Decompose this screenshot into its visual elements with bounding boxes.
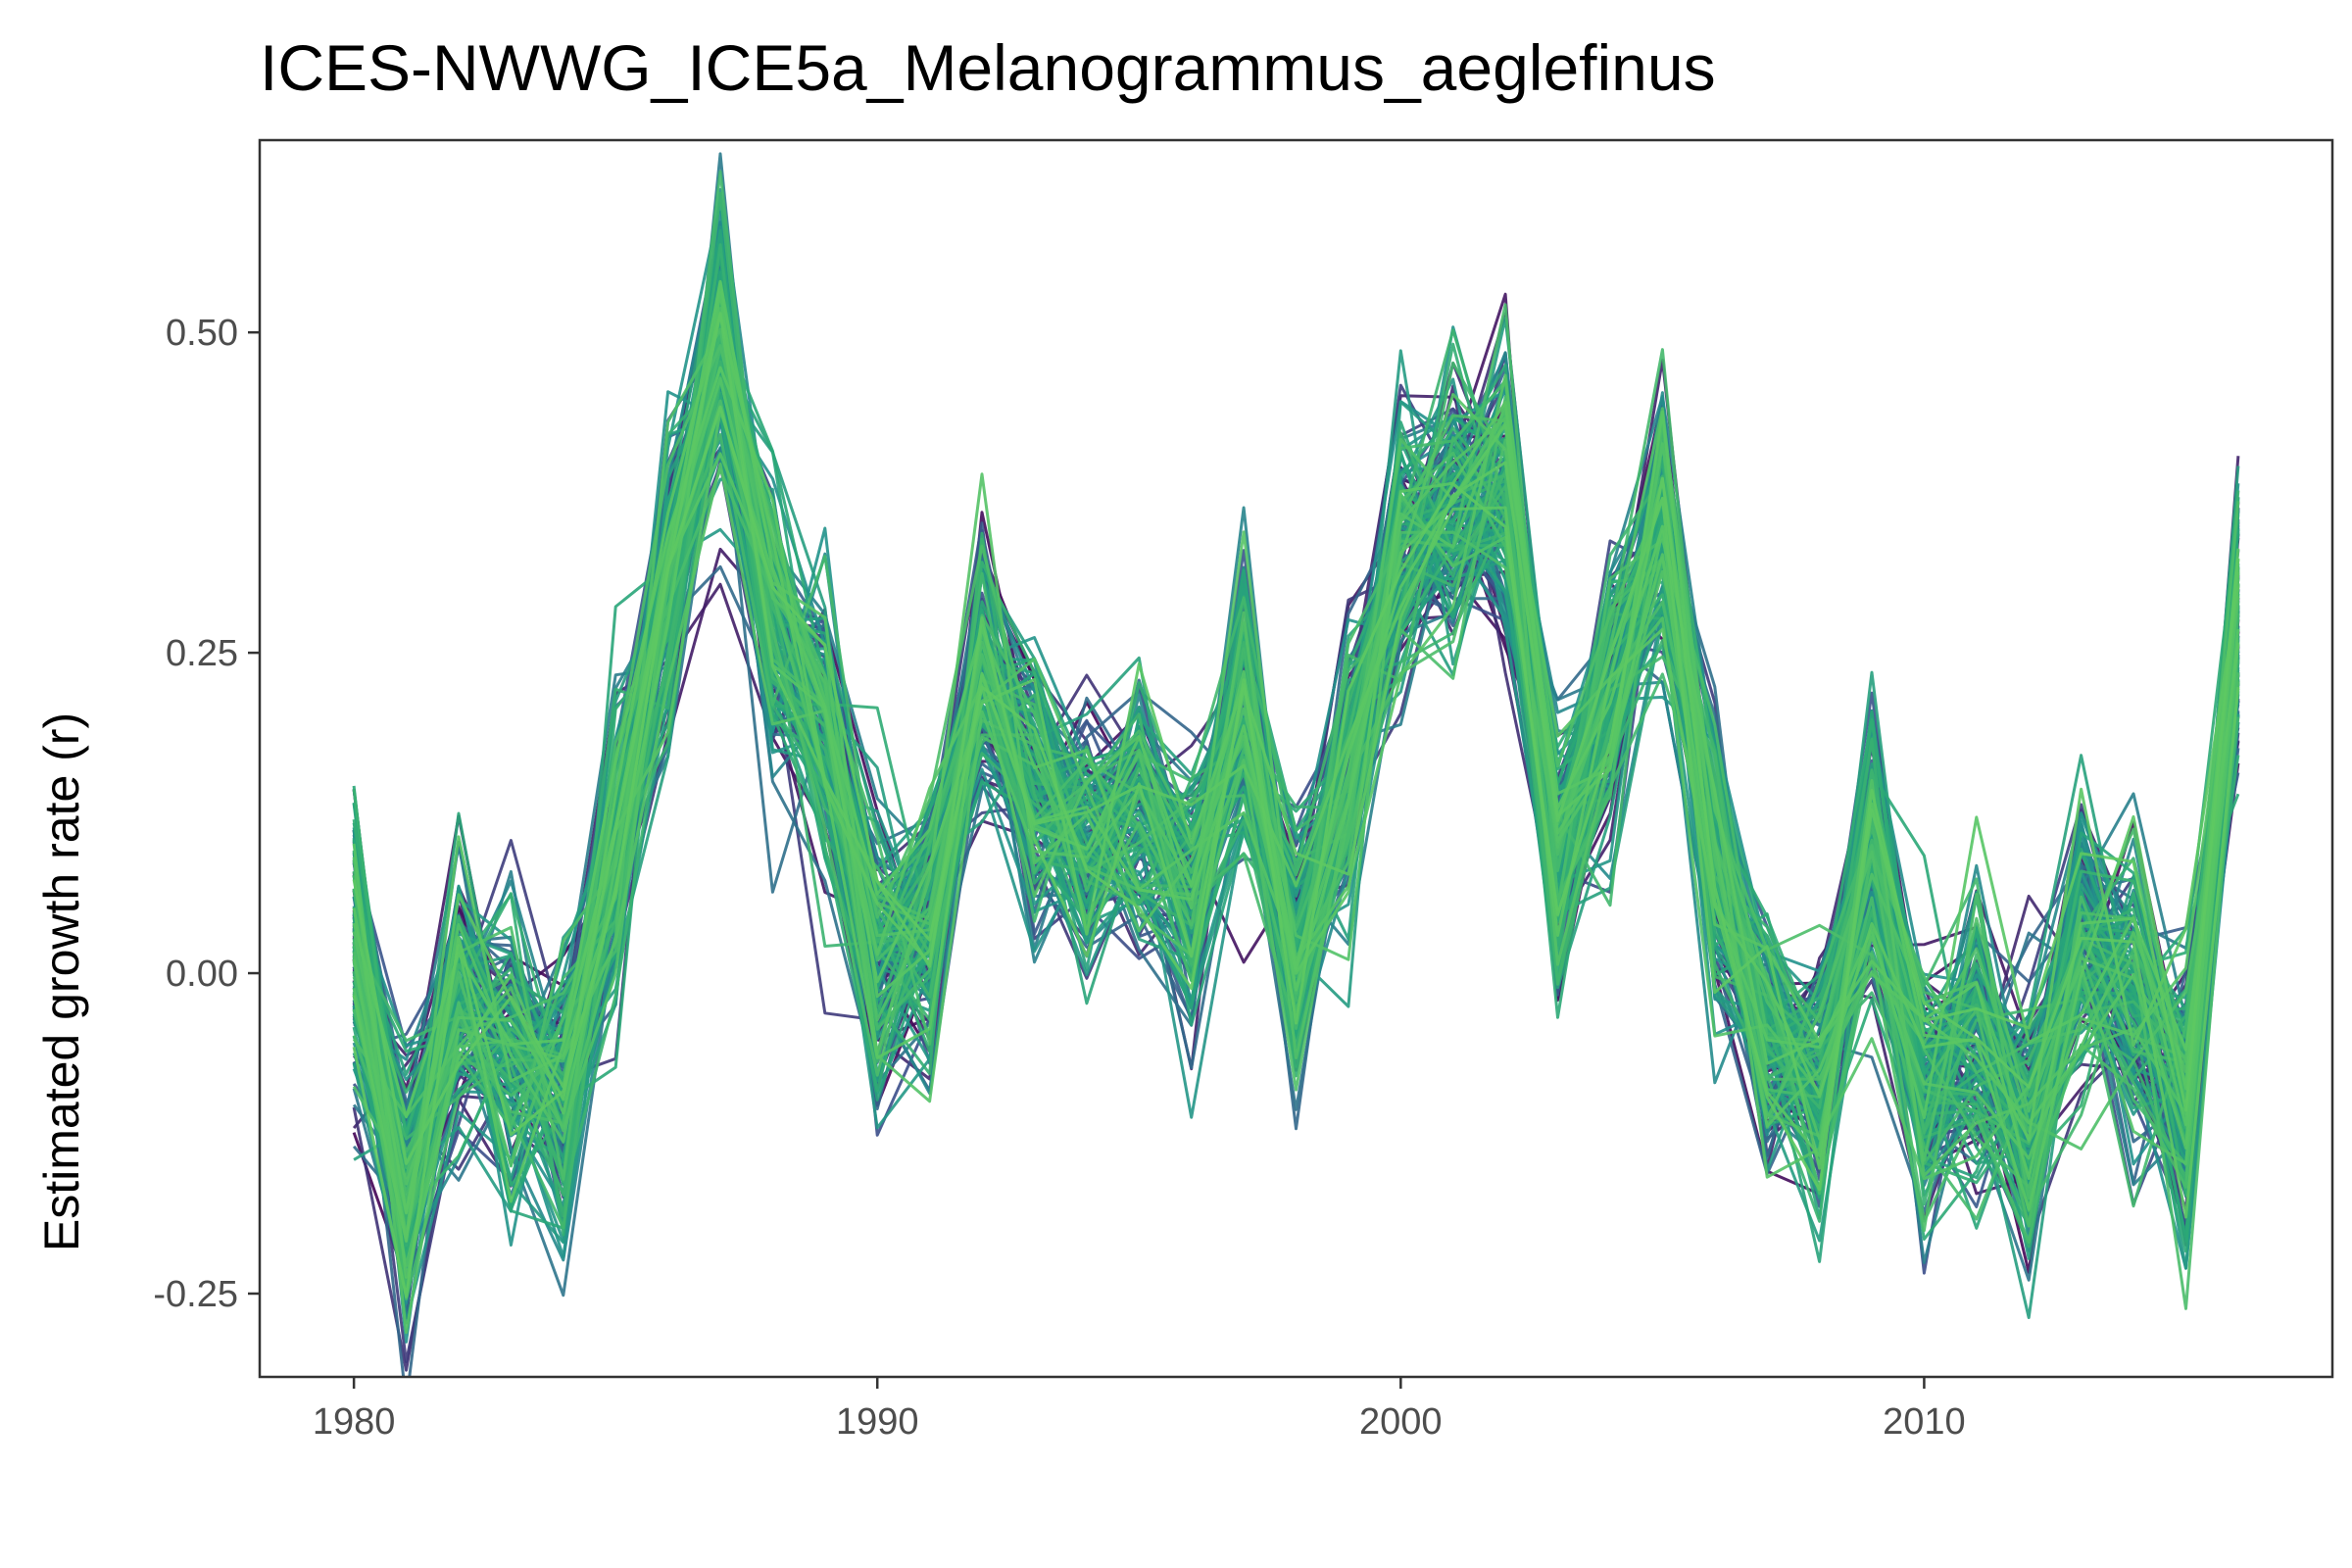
y-tick-label: -0.25 <box>153 1274 238 1315</box>
plot-panel <box>258 138 2334 1379</box>
series-lines <box>352 152 2240 1377</box>
series-line <box>352 327 2240 1162</box>
series-line <box>352 312 2240 1243</box>
series-line <box>352 366 2240 1211</box>
y-axis: -0.25 0.00 0.25 0.50 <box>153 313 260 1315</box>
y-tick-label: 0.25 <box>166 633 238 674</box>
y-tick-label: 0.00 <box>166 954 238 995</box>
series-line <box>352 291 2240 1279</box>
x-tick-label: 1990 <box>836 1401 919 1443</box>
x-axis: 1980 1990 2000 2010 <box>313 1377 1966 1443</box>
y-tick-label: 0.50 <box>166 313 238 354</box>
series-line <box>352 405 2240 1298</box>
x-tick-label: 2010 <box>1883 1401 1966 1443</box>
y-axis-label: Estimated growth rate (r) <box>34 712 89 1251</box>
x-tick-label: 1980 <box>313 1401 396 1443</box>
x-tick-label: 2000 <box>1359 1401 1443 1443</box>
chart-title: ICES-NWWG_ICE5a_Melanogrammus_aeglefinus <box>260 31 1716 104</box>
series-line <box>352 328 2240 1228</box>
